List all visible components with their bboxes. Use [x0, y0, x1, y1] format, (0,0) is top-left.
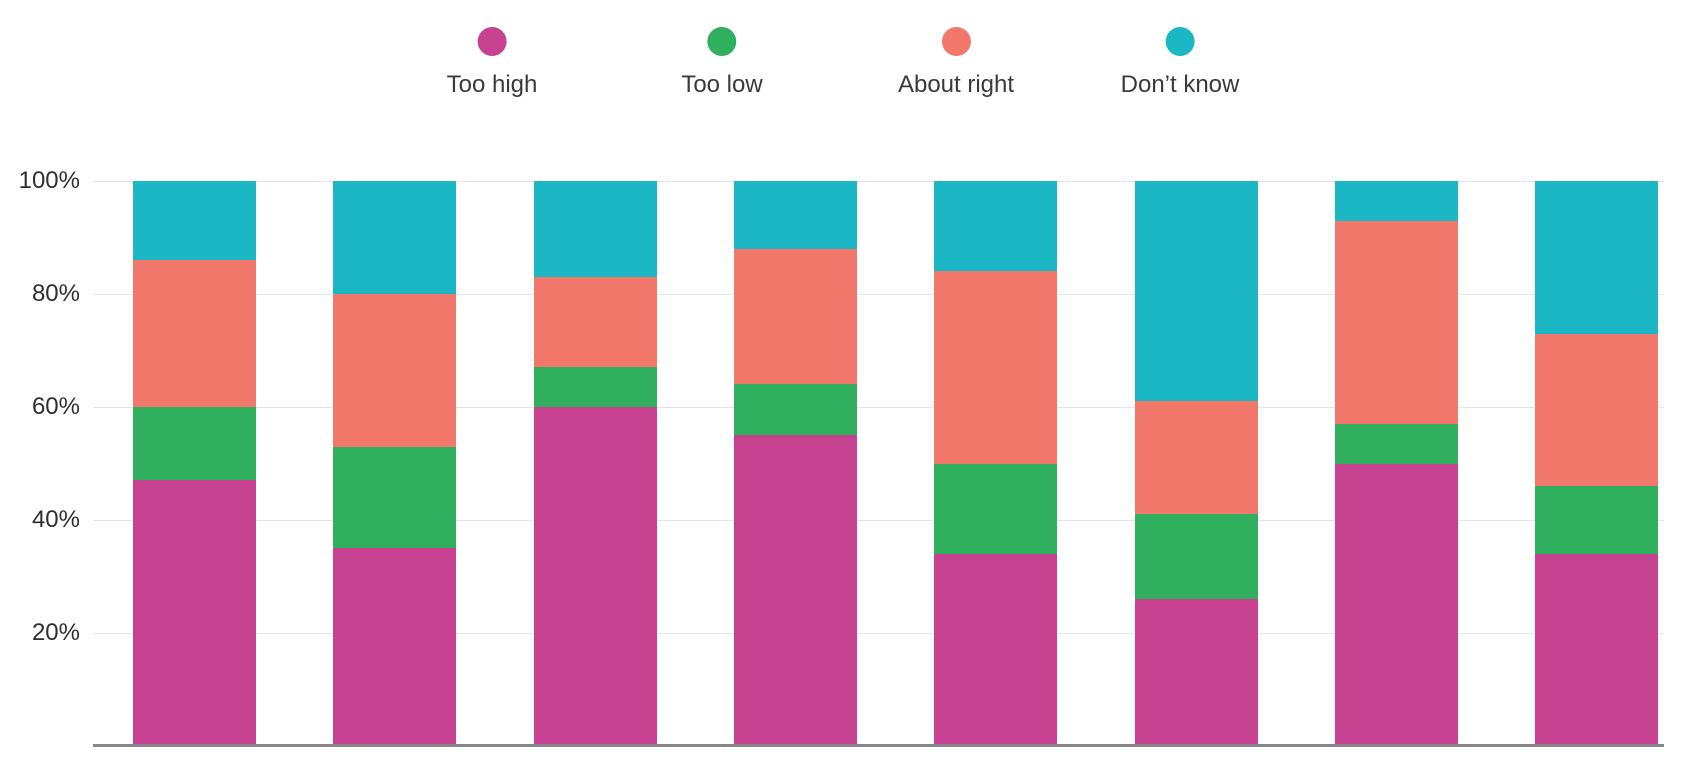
legend-dot-too-high: [477, 27, 507, 56]
bar-3-segment-too-high[interactable]: [533, 407, 657, 746]
bar-8-segment-too-low[interactable]: [1535, 486, 1659, 554]
y-tick-label-60: 60%: [31, 393, 80, 420]
bar-3: [533, 181, 657, 746]
plot-area: [93, 181, 1664, 747]
bar-7-segment-about-right[interactable]: [1334, 220, 1458, 424]
legend-item-about-right[interactable]: About right: [898, 27, 1014, 99]
bar-6-segment-dont-know[interactable]: [1134, 181, 1258, 402]
legend-item-too-high[interactable]: Too high: [446, 27, 538, 99]
bar-5-segment-dont-know[interactable]: [934, 181, 1058, 272]
legend-dot-too-low: [707, 27, 737, 56]
bar-4-segment-too-low[interactable]: [733, 384, 857, 436]
legend-item-dont-know[interactable]: Don’t know: [1120, 27, 1240, 99]
bar-6: [1134, 181, 1258, 746]
bar-5-segment-too-high[interactable]: [934, 553, 1058, 746]
bar-4-segment-dont-know[interactable]: [733, 181, 857, 249]
bar-5-segment-too-low[interactable]: [934, 463, 1058, 554]
bar-7-segment-too-high[interactable]: [1334, 463, 1458, 746]
bar-2-segment-too-high[interactable]: [333, 548, 457, 746]
legend-dot-about-right: [941, 27, 971, 56]
bar-2-segment-about-right[interactable]: [333, 294, 457, 447]
legend-label-too-high: Too high: [446, 71, 538, 98]
bar-8-segment-too-high[interactable]: [1535, 553, 1659, 746]
y-tick-label-20: 20%: [31, 619, 80, 646]
legend-item-too-low[interactable]: Too low: [681, 27, 763, 99]
y-tick-label-100: 100%: [18, 167, 80, 194]
bar-8: [1535, 181, 1659, 746]
legend-label-dont-know: Don’t know: [1120, 71, 1240, 98]
bar-1-segment-dont-know[interactable]: [133, 181, 256, 261]
bar-3-segment-too-low[interactable]: [533, 367, 657, 407]
bar-8-segment-dont-know[interactable]: [1535, 181, 1659, 334]
bar-1-segment-about-right[interactable]: [133, 260, 256, 407]
x-axis-line: [93, 744, 1664, 747]
legend-dot-dont-know: [1165, 27, 1195, 56]
bar-6-segment-about-right[interactable]: [1134, 401, 1258, 515]
bar-7-segment-too-low[interactable]: [1334, 423, 1458, 464]
y-tick-label-40: 40%: [31, 506, 80, 533]
legend-label-about-right: About right: [897, 71, 1015, 98]
bar-2-segment-dont-know[interactable]: [333, 181, 457, 294]
bar-6-segment-too-high[interactable]: [1134, 599, 1258, 746]
bar-8-segment-about-right[interactable]: [1535, 333, 1659, 487]
bar-4: [733, 181, 857, 746]
bar-2-segment-too-low[interactable]: [333, 446, 457, 549]
bar-5-segment-about-right[interactable]: [934, 271, 1058, 464]
bar-1-segment-too-high[interactable]: [133, 480, 256, 746]
bar-6-segment-too-low[interactable]: [1134, 514, 1258, 600]
bar-7-segment-dont-know[interactable]: [1334, 181, 1458, 221]
bar-7: [1334, 181, 1458, 746]
bar-2: [333, 181, 457, 746]
bar-3-segment-about-right[interactable]: [533, 277, 657, 368]
bar-4-segment-about-right[interactable]: [733, 248, 857, 385]
bar-4-segment-too-high[interactable]: [733, 435, 857, 746]
legend-label-too-low: Too low: [681, 71, 763, 98]
bar-1: [133, 181, 256, 746]
bar-3-segment-dont-know[interactable]: [533, 181, 657, 278]
y-tick-label-80: 80%: [31, 280, 80, 307]
bar-1-segment-too-low[interactable]: [133, 407, 256, 481]
bar-5: [934, 181, 1058, 746]
